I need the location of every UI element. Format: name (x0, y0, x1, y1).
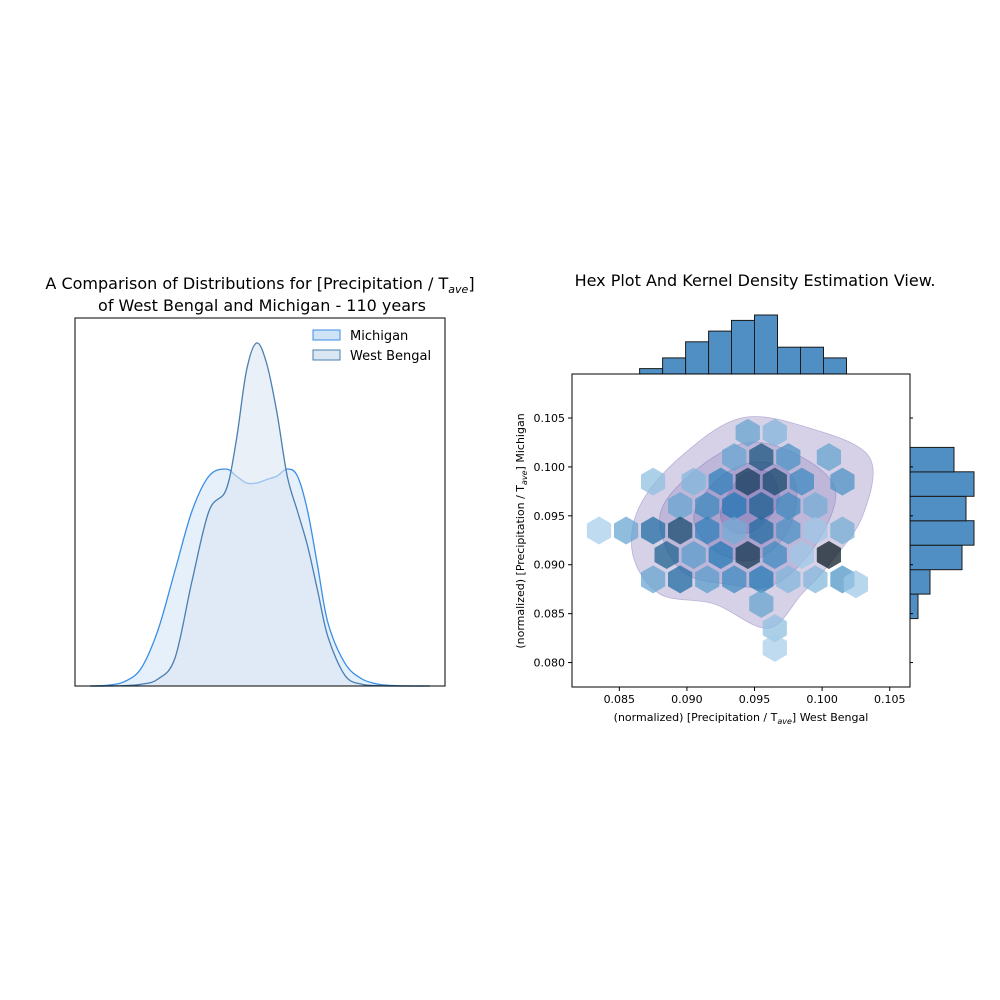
legend-swatch-michigan (312, 329, 341, 341)
hex-bin (749, 589, 774, 618)
hex-bin (830, 467, 855, 496)
hex-bin (762, 467, 787, 496)
x-tick-label: 0.095 (739, 693, 771, 706)
y-tick-label: 0.080 (534, 657, 566, 670)
hex-bin (776, 492, 801, 520)
right-hist-bar (909, 520, 975, 546)
hex-bin (722, 565, 747, 594)
hex-bin (803, 516, 828, 545)
y-tick-label: 0.085 (534, 608, 566, 621)
x-tick-label: 0.090 (671, 693, 703, 706)
hex-bin (654, 541, 679, 569)
hex-plot-frame (571, 373, 911, 688)
hex-bin (749, 516, 774, 545)
top-hist-bar (708, 330, 733, 375)
hex-bin (708, 541, 733, 569)
right-hist-bar (909, 446, 955, 473)
top-hist-bar (731, 319, 755, 375)
hex-bin (708, 467, 733, 496)
hex-bin (668, 516, 693, 545)
hex-bin (641, 516, 666, 545)
hex-bin (749, 443, 774, 472)
hex-bin (668, 492, 693, 520)
top-hist-bar (800, 346, 824, 375)
hex-bin (681, 541, 706, 569)
x-tick-label: 0.100 (806, 693, 838, 706)
hex-bin (722, 516, 747, 545)
hex-bin (762, 614, 787, 643)
kde-plot-frame (74, 317, 446, 687)
hex-bin (735, 418, 760, 447)
legend-swatch-west-bengal (312, 349, 341, 361)
top-hist-bar (777, 346, 801, 375)
hex-bin (816, 541, 841, 569)
top-hist-bar (823, 357, 847, 375)
hex-bin (722, 443, 747, 472)
kde-line-west-bengal (89, 342, 430, 687)
y-tick-label: 0.105 (534, 412, 566, 425)
x-tick-label: 0.105 (874, 693, 906, 706)
kde-chart: A Comparison of Distributions for [Preci… (45, 274, 475, 687)
top-hist-bar (662, 357, 687, 375)
right-hist-bar (909, 593, 919, 620)
kde-areas (89, 342, 431, 687)
hex-bin (843, 570, 868, 599)
hex-x-ticks: 0.085 0.090 0.095 0.100 0.105 (604, 687, 906, 706)
x-tick-label: 0.085 (604, 693, 636, 706)
hex-bin (776, 516, 801, 545)
hex-bin (668, 565, 693, 594)
hex-bin (776, 565, 801, 594)
hex-x-axis-label: (normalized) [Precipitation / Tave] West… (614, 711, 869, 726)
hex-bin (641, 565, 666, 594)
right-marginal-histogram (909, 446, 975, 620)
kde-title-line1: A Comparison of Distributions for [Preci… (45, 274, 474, 296)
right-hist-bar (909, 544, 963, 571)
hex-bin (803, 565, 828, 594)
top-hist-bar (685, 341, 710, 375)
hex-bins (586, 418, 868, 662)
kde-title-line2: of West Bengal and Michigan - 110 years (98, 296, 426, 315)
hex-bin (641, 467, 666, 496)
hex-y-axis-label: (normalized) [Precipitation / Tave] Mich… (514, 413, 529, 648)
hex-bin (735, 541, 760, 569)
right-hist-bar (909, 471, 975, 497)
hex-bin (789, 541, 814, 569)
hex-bin (586, 516, 612, 545)
top-marginal-histogram (639, 314, 847, 375)
right-hist-bar (909, 569, 931, 595)
hex-bin (695, 492, 720, 520)
hex-bin (749, 565, 774, 594)
y-tick-label: 0.095 (534, 510, 566, 523)
hex-bin (762, 633, 787, 662)
hex-bin (776, 443, 801, 472)
legend-label-michigan: Michigan (350, 329, 408, 344)
top-hist-bar (639, 368, 664, 375)
legend-label-west-bengal: West Bengal (350, 349, 431, 364)
hex-bin (762, 418, 787, 447)
hex-bin (695, 516, 720, 545)
y-tick-label: 0.090 (534, 559, 566, 572)
hex-bin (816, 443, 841, 472)
kde-area-west-bengal (90, 342, 430, 687)
top-hist-bar (754, 314, 778, 375)
hex-chart: Hex Plot And Kernel Density Estimation V… (514, 271, 975, 726)
hex-bin (722, 492, 747, 520)
hex-bin (735, 467, 760, 496)
kde-legend: Michigan West Bengal (312, 329, 431, 364)
hex-bin (681, 467, 706, 496)
hex-bin (695, 565, 720, 594)
hex-title: Hex Plot And Kernel Density Estimation V… (575, 271, 936, 290)
hex-bin (614, 516, 639, 545)
hex-bin (762, 541, 787, 569)
right-hist-bar (909, 495, 967, 522)
hex-y-ticks: 0.080 0.085 0.090 0.095 0.100 0.105 (534, 412, 913, 670)
hex-bin (803, 492, 828, 520)
hex-bin (830, 516, 855, 545)
hex-bin (789, 467, 814, 496)
y-tick-label: 0.100 (534, 461, 566, 474)
hex-bin (749, 492, 774, 520)
